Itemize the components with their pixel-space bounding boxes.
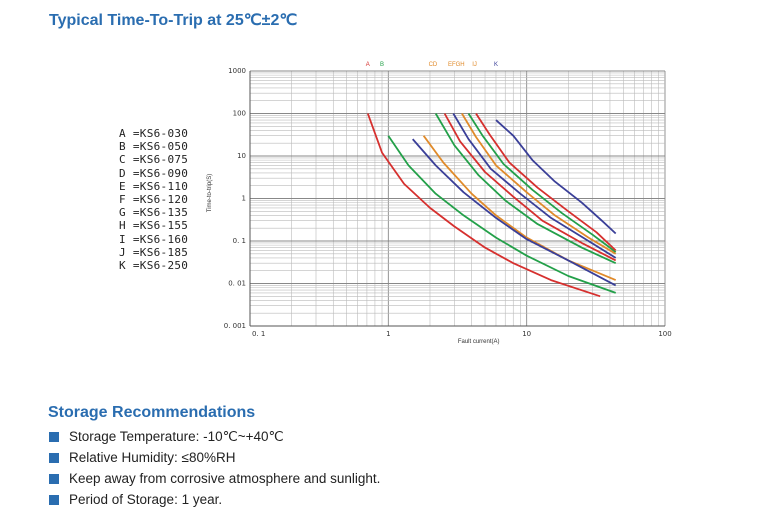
legend-entry: K =KS6-250 xyxy=(119,259,189,273)
y-tick-label: 0. 001 xyxy=(224,322,246,330)
list-item: Storage Temperature: -10℃~+40℃ xyxy=(49,426,380,447)
list-item-text: Period of Storage: 1 year. xyxy=(69,492,223,507)
bullet-square-icon xyxy=(49,494,59,505)
legend-entry: A =KS6-030 xyxy=(119,127,189,140)
series-line-0 xyxy=(366,113,601,298)
series-line-8 xyxy=(467,113,617,253)
series-line-7 xyxy=(461,113,617,255)
x-tick-label: 0. 1 xyxy=(252,330,265,338)
x-axis-label: Fault current(A) xyxy=(458,339,500,345)
series-line-9 xyxy=(475,113,617,252)
grid xyxy=(249,70,666,327)
bullet-square-icon xyxy=(49,431,59,442)
list-item: Relative Humidity: ≤80%RH xyxy=(49,447,380,468)
list-item: Keep away from corrosive atmosphere and … xyxy=(49,468,380,489)
curve-labels: A B CD EFGH IJ K xyxy=(366,62,498,68)
legend-entry: F =KS6-120 xyxy=(119,193,189,207)
y-tick-label: 10 xyxy=(237,152,246,160)
y-tick-label: 1000 xyxy=(228,67,246,75)
legend-entry: H =KS6-155 xyxy=(119,219,189,233)
legend-entry: C =KS6-075 xyxy=(119,153,189,167)
curve-label: A xyxy=(366,62,370,68)
x-tick-label: 1 xyxy=(386,330,390,338)
legend-entry: I =KS6-160 xyxy=(119,232,189,246)
storage-list: Storage Temperature: -10℃~+40℃ Relative … xyxy=(49,426,380,510)
y-tick-label: 1 xyxy=(242,195,246,203)
series-group xyxy=(366,113,617,298)
storage-title: Storage Recommendations xyxy=(48,404,256,421)
y-tick-label: 100 xyxy=(233,110,246,118)
y-tick-label: 0. 01 xyxy=(228,280,246,288)
series-line-6 xyxy=(452,113,617,259)
x-tick-label: 100 xyxy=(658,330,671,338)
legend-entry: J =KS6-185 xyxy=(119,245,189,259)
curve-label: CD xyxy=(429,62,438,68)
curve-label: IJ xyxy=(472,62,477,68)
list-item-text: Storage Temperature: -10℃~+40℃ xyxy=(69,428,284,444)
bullet-square-icon xyxy=(49,473,59,484)
legend-entry: G =KS6-135 xyxy=(119,206,189,220)
x-tick-label: 10 xyxy=(522,330,531,338)
legend-entry: E =KS6-110 xyxy=(119,179,189,193)
legend-entry: B =KS6-050 xyxy=(119,140,189,154)
device-legend: A =KS6-030 B =KS6-050 C =KS6-075 D =KS6-… xyxy=(119,127,188,272)
legend-entry: D =KS6-090 xyxy=(119,166,189,180)
curve-label: K xyxy=(494,62,498,68)
series-line-10 xyxy=(495,119,617,235)
list-item-text: Relative Humidity: ≤80%RH xyxy=(69,450,236,465)
curve-label: B xyxy=(380,62,384,68)
list-item: Period of Storage: 1 year. xyxy=(49,489,380,510)
series-line-4 xyxy=(434,113,617,265)
y-tick-label: 0. 1 xyxy=(233,237,246,245)
curve-label: EFGH xyxy=(448,62,465,68)
series-line-5 xyxy=(443,113,617,262)
tick-labels: 0. 001 0. 01 0. 1 1 10 100 1000 0. 1 1 10 100 xyxy=(224,67,672,338)
series-line-1 xyxy=(387,135,617,294)
bullet-square-icon xyxy=(49,452,59,463)
chart-title: Typical Time-To-Trip at 25℃±2℃ xyxy=(49,12,298,29)
list-item-text: Keep away from corrosive atmosphere and … xyxy=(69,471,381,486)
series-line-3 xyxy=(412,138,617,287)
